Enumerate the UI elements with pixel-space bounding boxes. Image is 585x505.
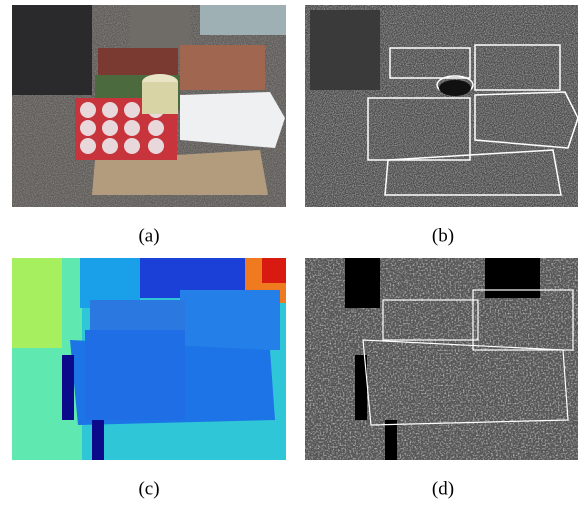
- caption: (d): [432, 478, 454, 499]
- caption: (c): [138, 478, 159, 499]
- photo-rgb: [12, 5, 286, 207]
- depth-edge-map: [305, 258, 578, 460]
- caption: (a): [138, 225, 159, 246]
- page: (a) (b) (c) (d) (() => { const data = JS…: [0, 0, 585, 505]
- figure: (a) (b) (c) (d): [0, 0, 585, 505]
- edge-map: [305, 5, 578, 207]
- depth-map: [12, 258, 286, 460]
- caption: (b): [432, 225, 454, 246]
